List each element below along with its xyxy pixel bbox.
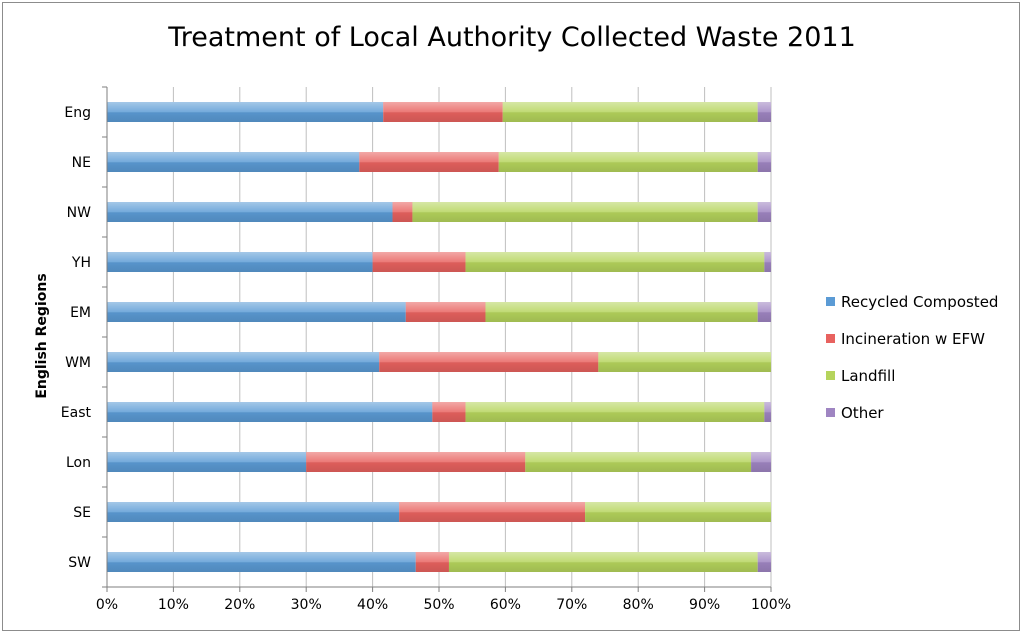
bar-segment xyxy=(465,252,765,272)
bar-segment xyxy=(107,352,380,372)
x-tick-label: 40% xyxy=(357,597,388,613)
y-tick-label: NW xyxy=(67,205,91,221)
x-tick-label: 0% xyxy=(96,597,118,613)
y-tick-label: SE xyxy=(73,505,91,521)
bar-segment xyxy=(502,102,758,122)
x-tick-label: 90% xyxy=(689,597,720,613)
legend-item: Recycled Composted xyxy=(826,283,998,320)
x-tick-label: 20% xyxy=(224,597,255,613)
bar-segment xyxy=(383,102,503,122)
legend-label: Other xyxy=(841,403,884,422)
bar-segment xyxy=(498,152,758,172)
bar-segment xyxy=(757,202,771,222)
bar-segment xyxy=(751,452,771,472)
x-tick-label: 80% xyxy=(623,597,654,613)
bar-segment xyxy=(412,202,758,222)
axes: 0% 10% 20% 30% 40% 50% 60% 70% 80% 90% 100% Eng NE NW… xyxy=(61,86,791,613)
chart-title: Treatment of Local Authority Collected W… xyxy=(168,22,856,53)
legend-item: Landfill xyxy=(826,357,998,394)
y-tick-label: YH xyxy=(71,255,91,271)
bars xyxy=(107,102,771,572)
bar-segment xyxy=(107,402,433,422)
legend-label: Incineration w EFW xyxy=(841,329,985,348)
y-tick-label: Eng xyxy=(64,105,91,121)
bar-segment xyxy=(448,552,758,572)
bar-segment xyxy=(764,252,771,272)
legend-item: Other xyxy=(826,394,998,431)
legend-swatch xyxy=(826,408,835,417)
x-tick-label: 30% xyxy=(291,597,322,613)
bar-segment xyxy=(399,502,586,522)
legend-swatch xyxy=(826,371,835,380)
legend-label: Landfill xyxy=(841,366,896,385)
y-tick-label: NE xyxy=(72,155,91,171)
bar-segment xyxy=(107,152,360,172)
x-tick-label: 60% xyxy=(490,597,521,613)
bar-segment xyxy=(757,152,771,172)
bar-segment xyxy=(372,252,466,272)
bar-segment xyxy=(405,302,486,322)
y-tick-label: SW xyxy=(68,555,91,571)
legend-swatch xyxy=(826,297,835,306)
bar-segment xyxy=(107,552,416,572)
x-tick-label: 70% xyxy=(556,597,587,613)
legend-swatch xyxy=(826,334,835,343)
bar-segment xyxy=(757,102,771,122)
y-tick-label: EM xyxy=(70,305,91,321)
bar-segment xyxy=(525,452,752,472)
bar-segment xyxy=(757,552,771,572)
bar-segment xyxy=(757,302,771,322)
bar-segment xyxy=(107,202,393,222)
y-tick-label: WM xyxy=(65,355,91,371)
bar-segment xyxy=(107,452,307,472)
bar-segment xyxy=(107,302,406,322)
bar-segment xyxy=(598,352,771,372)
bar-segment xyxy=(465,402,765,422)
legend-item: Incineration w EFW xyxy=(826,320,998,357)
x-tick-label: 50% xyxy=(423,597,454,613)
bar-segment xyxy=(415,552,449,572)
x-tick-label: 100% xyxy=(751,597,791,613)
bar-segment xyxy=(432,402,466,422)
bar-segment xyxy=(306,452,526,472)
bar-segment xyxy=(379,352,599,372)
x-tick-label: 10% xyxy=(158,597,189,613)
bar-segment xyxy=(585,502,771,522)
bar-segment xyxy=(107,502,400,522)
bar-segment xyxy=(107,102,384,122)
bar-segment xyxy=(107,252,373,272)
legend-label: Recycled Composted xyxy=(841,292,999,311)
bar-segment xyxy=(485,302,758,322)
bar-segment xyxy=(359,152,499,172)
bar-segment xyxy=(392,202,413,222)
bar-segment xyxy=(764,402,771,422)
y-tick-label: East xyxy=(61,405,92,421)
legend: Recycled Composted Incineration w EFW Land… xyxy=(826,283,998,431)
y-tick-label: Lon xyxy=(66,455,91,471)
